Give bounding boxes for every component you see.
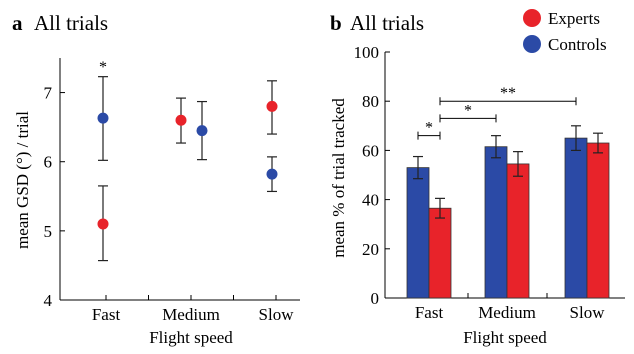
panel-b-ylabel: mean % of trial tracked — [329, 98, 348, 258]
panel-a-xlabel: Flight speed — [149, 328, 233, 347]
panel-b: b All trials mean % of trial tracked Fli… — [329, 11, 625, 347]
panel-b-category-label: Fast — [415, 303, 444, 322]
panel-b-bar-controls — [564, 137, 588, 299]
panel-b-category-label: Slow — [570, 303, 606, 322]
legend-label-experts: Experts — [548, 9, 600, 28]
legend-label-controls: Controls — [548, 35, 607, 54]
panel-b-ytick-label: 40 — [362, 191, 379, 210]
panel-b-marks: **** — [406, 85, 610, 299]
panel-b-ytick-label: 100 — [354, 43, 380, 62]
panel-b-bar-experts — [586, 142, 610, 299]
panel-b-significance-star: * — [425, 120, 433, 137]
panel-b-category-label: Medium — [478, 303, 536, 322]
panel-a-title: All trials — [34, 11, 108, 35]
panel-a-point-controls — [97, 112, 109, 124]
legend-swatch-experts — [523, 9, 541, 27]
panel-a-category-label: Fast — [92, 305, 121, 324]
panel-a-category-label: Slow — [259, 305, 295, 324]
panel-b-ytick-label: 20 — [362, 240, 379, 259]
panel-a-ytick-label: 6 — [44, 153, 53, 172]
panel-a-ytick-label: 5 — [44, 222, 53, 241]
panel-a-significance-star: * — [99, 59, 107, 76]
panel-b-xlabel: Flight speed — [463, 328, 547, 347]
panel-a-axes: 4 5 6 7 Fast Medium Slow — [44, 58, 300, 324]
panel-a-ylabel: mean GSD (°) / trial — [13, 111, 32, 249]
panel-b-bar-experts — [428, 207, 452, 299]
panel-a-point-controls — [266, 168, 278, 180]
panel-a-point-experts — [266, 100, 278, 112]
panel-a-ytick-label: 4 — [44, 291, 53, 310]
panel-b-significance-star: * — [464, 102, 472, 119]
legend-swatch-controls — [523, 35, 541, 53]
panel-b-ytick-label: 0 — [371, 289, 380, 308]
panel-b-bar-experts — [506, 163, 530, 299]
panel-b-bar-controls — [406, 167, 430, 299]
panel-a-category-label: Medium — [162, 305, 220, 324]
panel-b-title: All trials — [350, 11, 424, 35]
panel-b-significance-star: ** — [500, 85, 516, 102]
panel-a-letter: a — [12, 11, 23, 35]
panel-a-point-experts — [175, 114, 187, 126]
panel-a-marks: * — [97, 59, 278, 262]
panel-b-bar-controls — [484, 146, 508, 299]
panel-b-ytick-label: 60 — [362, 141, 379, 160]
panel-a-ytick-label: 7 — [44, 84, 53, 103]
panel-b-letter: b — [330, 11, 342, 35]
legend: Experts Controls — [523, 9, 607, 54]
panel-b-ytick-label: 80 — [362, 92, 379, 111]
panel-a-point-experts — [97, 218, 109, 230]
panel-a: a All trials mean GSD (°) / trial Flight… — [12, 11, 300, 347]
panel-a-point-controls — [196, 125, 208, 137]
